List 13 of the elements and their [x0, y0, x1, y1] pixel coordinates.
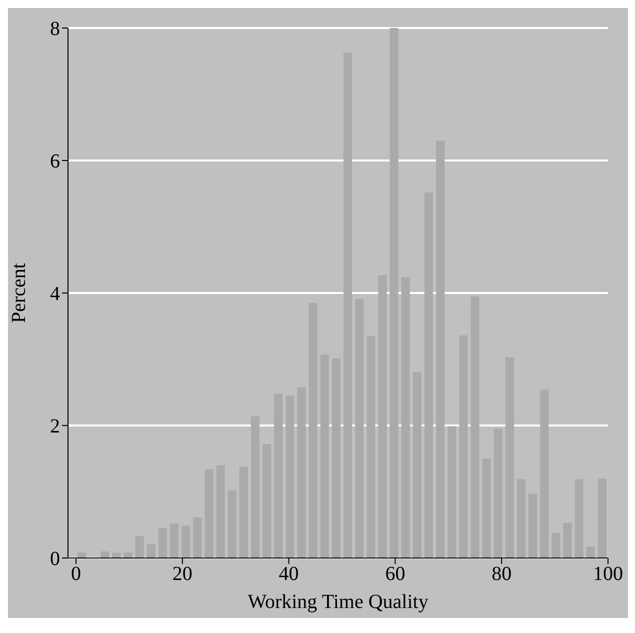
y-axis-title: Percent — [8, 262, 30, 323]
y-tick-label: 4 — [50, 283, 60, 306]
x-tick-label: 100 — [593, 563, 623, 586]
y-tick-label: 0 — [50, 548, 60, 570]
x-axis-title: Working Time Quality — [248, 591, 428, 613]
y-tick-label: 6 — [50, 150, 60, 173]
y-tick-label: 2 — [50, 416, 60, 438]
x-tick-label: 20 — [172, 563, 192, 586]
x-tick-label: 60 — [385, 563, 406, 586]
x-tick-label: 80 — [492, 563, 512, 586]
y-tick-label: 8 — [50, 18, 60, 40]
x-tick-label: 0 — [70, 563, 81, 586]
x-tick-label: 40 — [278, 563, 299, 586]
